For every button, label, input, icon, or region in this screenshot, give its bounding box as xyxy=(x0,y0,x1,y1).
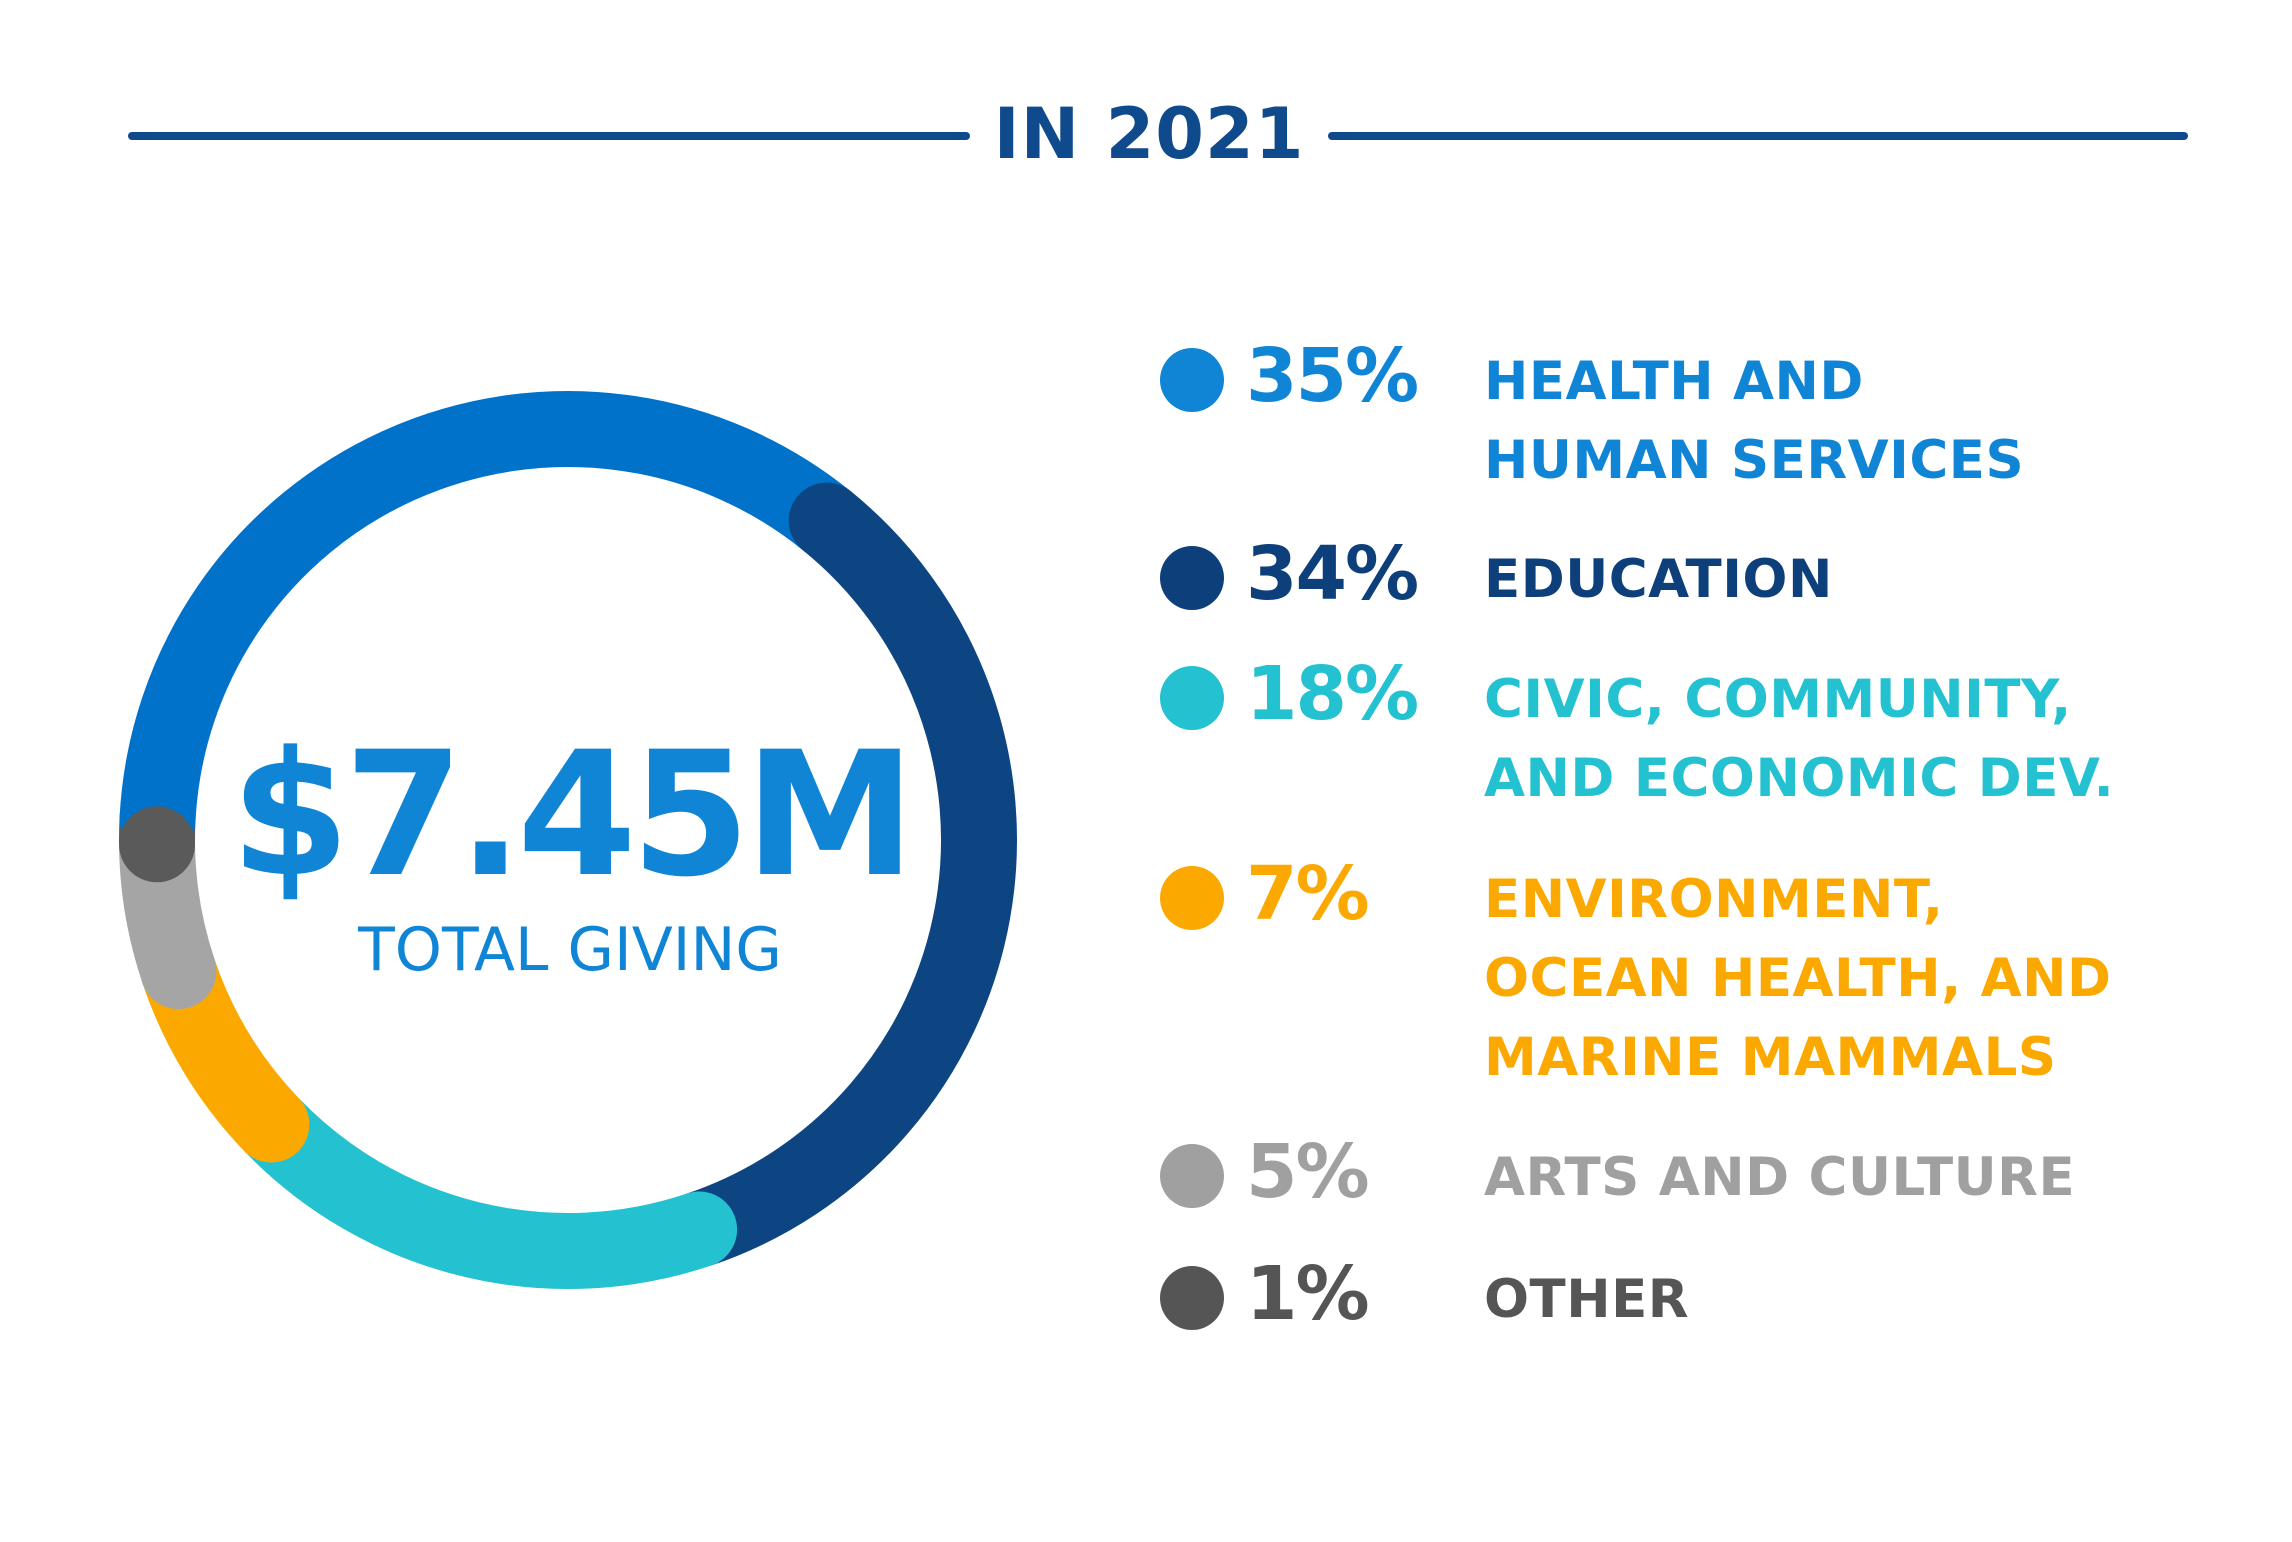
legend-dot xyxy=(1160,1144,1224,1208)
total-giving-value: $7.45M xyxy=(230,714,915,915)
heading-rule-left xyxy=(128,132,970,140)
chart-heading: IN 2021 xyxy=(993,93,1305,175)
slice-environment-cap xyxy=(233,1086,310,1163)
legend-percent: 5% xyxy=(1246,1129,1370,1215)
total-giving-label: TOTAL GIVING xyxy=(358,915,782,985)
legend-percent: 7% xyxy=(1246,851,1370,937)
legend-percent: 1% xyxy=(1246,1251,1370,1337)
slice-arts-cap xyxy=(140,933,217,1010)
legend-percent: 34% xyxy=(1246,531,1419,617)
slice-civic-cap xyxy=(661,1191,738,1268)
slice-other-cap xyxy=(119,806,196,883)
legend-dot xyxy=(1160,866,1224,930)
slice-health xyxy=(119,391,851,821)
legend-dot xyxy=(1160,348,1224,412)
legend-dot xyxy=(1160,546,1224,610)
legend-label: ARTS AND CULTURE xyxy=(1484,1147,2076,1208)
legend-label: HEALTH AND HUMAN SERVICES xyxy=(1484,351,2025,491)
legend-label: CIVIC, COMMUNITY, AND ECONOMIC DEV. xyxy=(1484,669,2115,809)
legend-label: OTHER xyxy=(1484,1269,1690,1330)
legend-label: ENVIRONMENT, OCEAN HEALTH, AND MARINE MA… xyxy=(1484,869,2112,1088)
legend-percent: 35% xyxy=(1246,333,1419,419)
legend-label: EDUCATION xyxy=(1484,549,1833,610)
heading-rule-right xyxy=(1328,132,2188,140)
slice-civic xyxy=(243,1097,712,1289)
slice-education-cap xyxy=(788,482,865,559)
legend-percent: 18% xyxy=(1246,651,1419,737)
legend-dot xyxy=(1160,666,1224,730)
legend-dot xyxy=(1160,1266,1224,1330)
slice-education xyxy=(686,491,1017,1266)
